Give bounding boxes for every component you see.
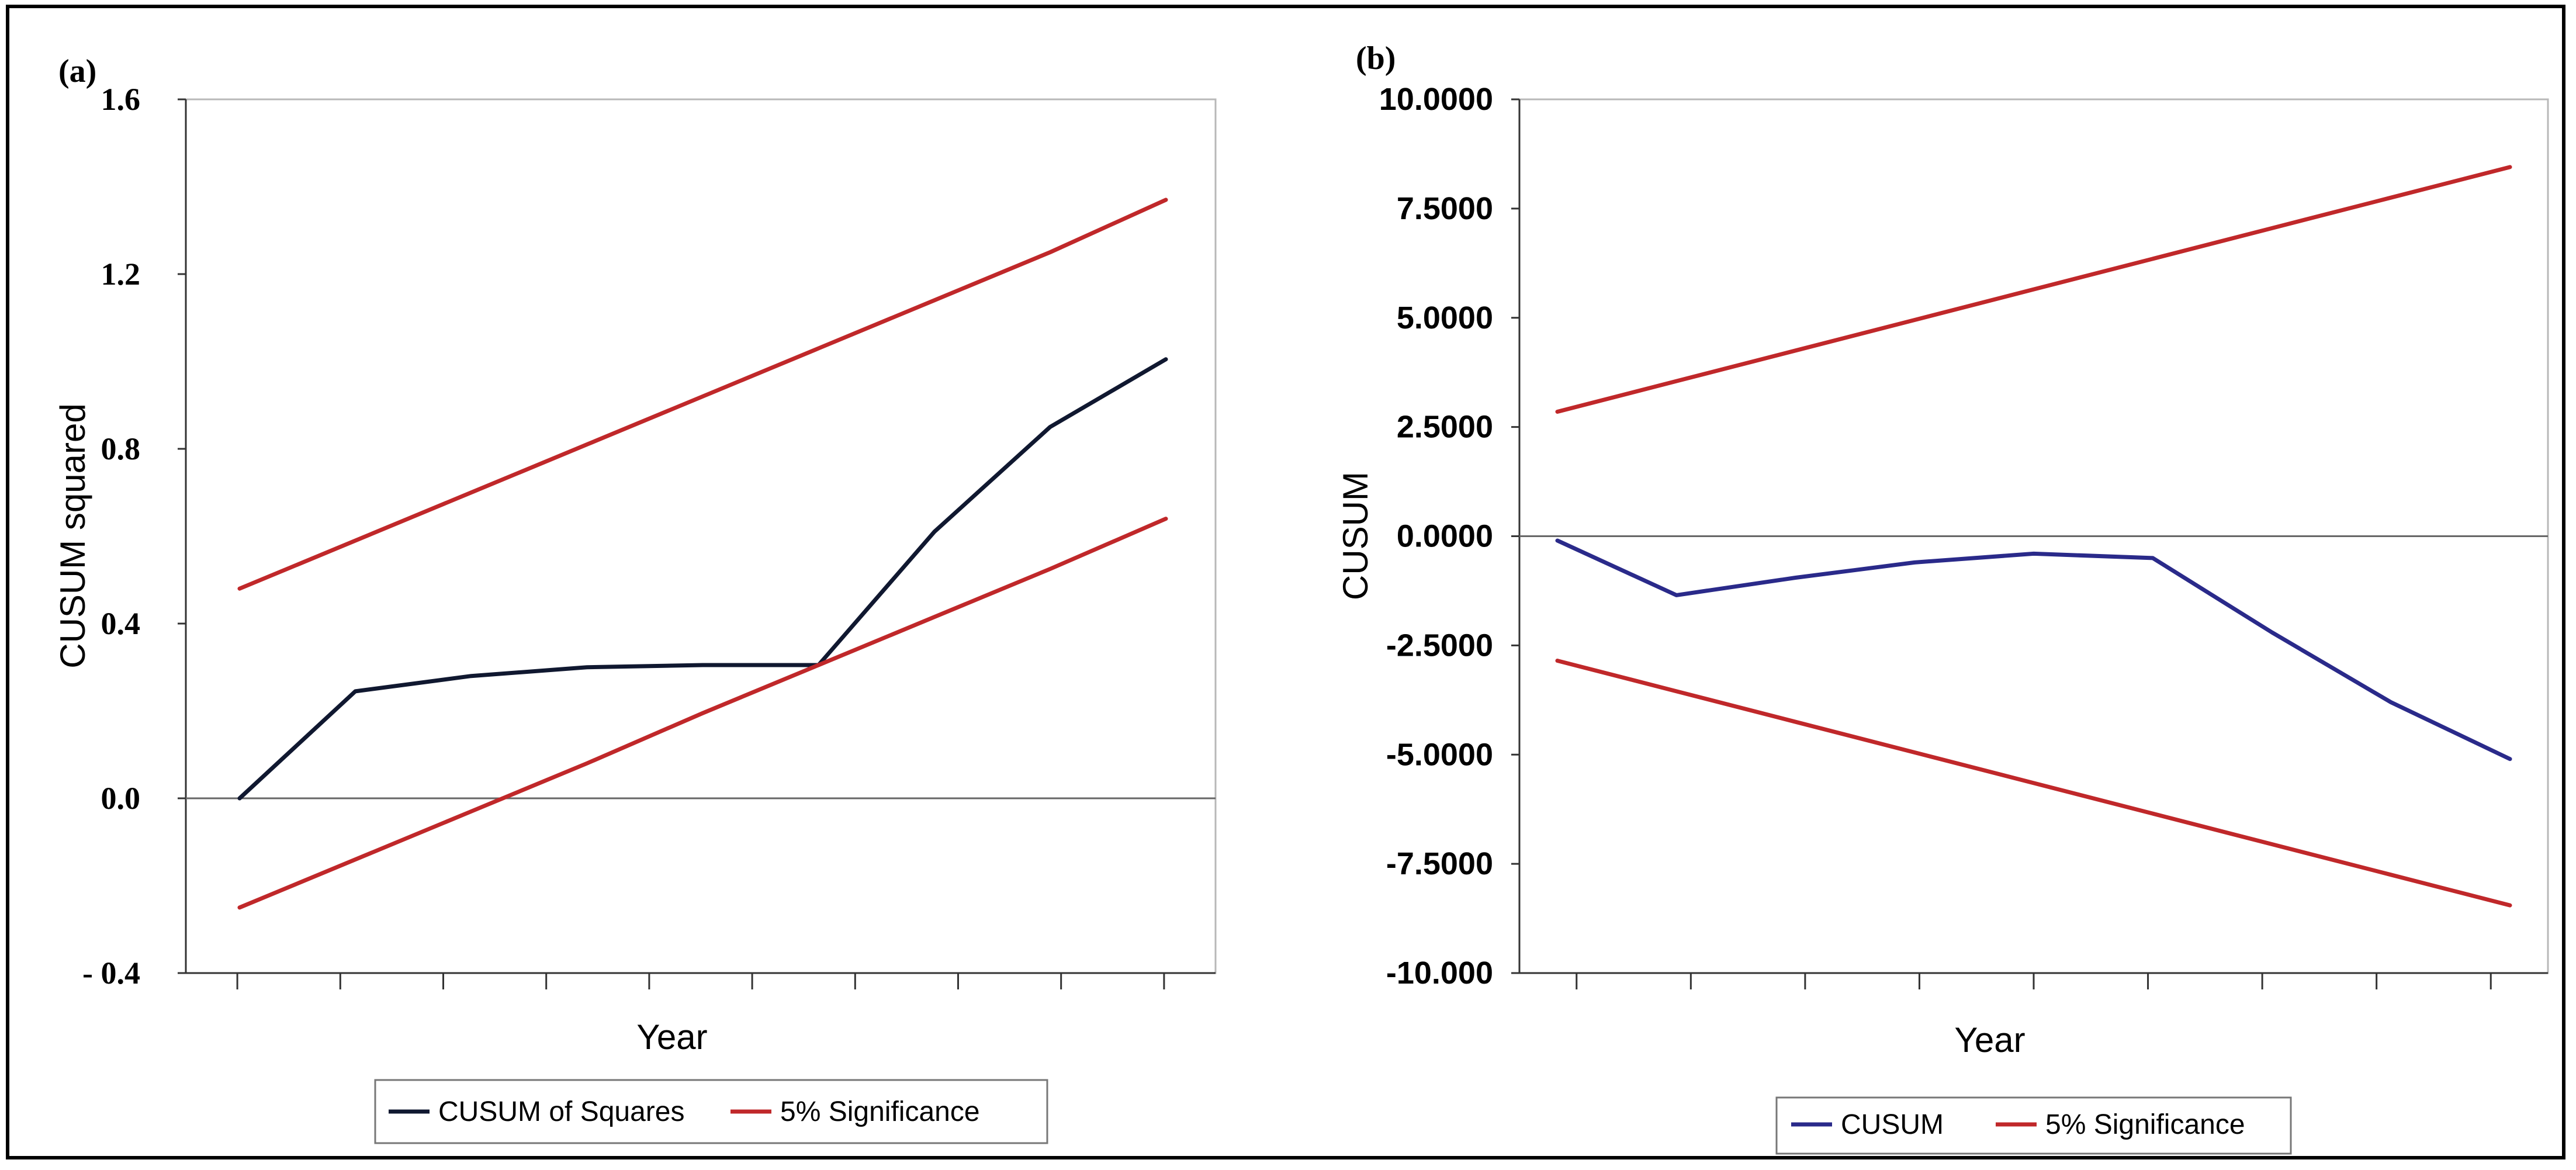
panel-b-ytick-label: -5.0000 (1386, 737, 1493, 772)
panel-b-ytick-label: 2.5000 (1397, 410, 1493, 445)
panel-b-ytick-label: 10.0000 (1379, 82, 1493, 117)
panel-b: (b) 10.0000 7.5000 5.0000 2.5000 0.0000 -2.50… (1336, 40, 2549, 1155)
panel-a: (a) 1.6 1.2 0.8 0.4 0.0 - 0.4 CUSUM squared Y… (53, 53, 1217, 1144)
panel-b-series-cusum (1555, 538, 2512, 761)
panel-b-ytick-label: -7.5000 (1386, 846, 1493, 881)
panel-b-legend-label-significance: 5% Significance (2045, 1109, 2245, 1140)
panel-a-label: (a) (58, 53, 96, 89)
panel-a-legend-box (374, 1079, 1048, 1144)
panel-b-ytick-label: -2.5000 (1386, 628, 1493, 663)
panel-a-plot-area (185, 98, 1217, 974)
panel-a-ytick-label: 0.4 (101, 606, 141, 641)
panel-b-legend: CUSUM 5% Significance (1775, 1096, 2292, 1155)
panel-a-legend: CUSUM of Squares 5% Significance (374, 1079, 1048, 1144)
panel-b-legend-label-cusum: CUSUM (1841, 1109, 1944, 1140)
panel-b-x-axis-title: Year (1954, 1020, 2025, 1060)
panel-a-legend-label-significance: 5% Significance (780, 1096, 980, 1127)
panel-b-label: (b) (1356, 40, 1396, 77)
panel-a-series-cusum-of-squares (237, 357, 1168, 801)
panel-a-legend-label-cusum-squares: CUSUM of Squares (438, 1096, 684, 1127)
figure-frame (6, 5, 2565, 1159)
panel-b-ytick-label: 7.5000 (1397, 191, 1493, 226)
panel-a-series-5-significance-1 (237, 517, 1168, 910)
panel-b-y-axis-title: CUSUM (1336, 472, 1375, 600)
panel-a-ytick-label: 0.8 (101, 431, 141, 466)
panel-b-ytick-label: -10.000 (1386, 956, 1493, 991)
panel-a-ytick-label: - 0.4 (82, 956, 140, 991)
panel-a-y-axis-title: CUSUM squared (53, 403, 92, 669)
panel-b-ytick-label: 0.0000 (1397, 519, 1493, 554)
panel-a-series-5-significance-2 (237, 198, 1168, 591)
panel-b-series-5-significance-1 (1555, 659, 2512, 908)
panel-a-ytick-label: 1.6 (101, 82, 141, 117)
panel-b-series-5-significance-2 (1555, 165, 2512, 414)
panel-b-ytick-label: 5.0000 (1397, 300, 1493, 335)
panel-a-x-axis-title: Year (636, 1017, 707, 1057)
panel-a-ytick-label: 1.2 (101, 257, 141, 292)
panel-a-ytick-label: 0.0 (101, 781, 141, 816)
